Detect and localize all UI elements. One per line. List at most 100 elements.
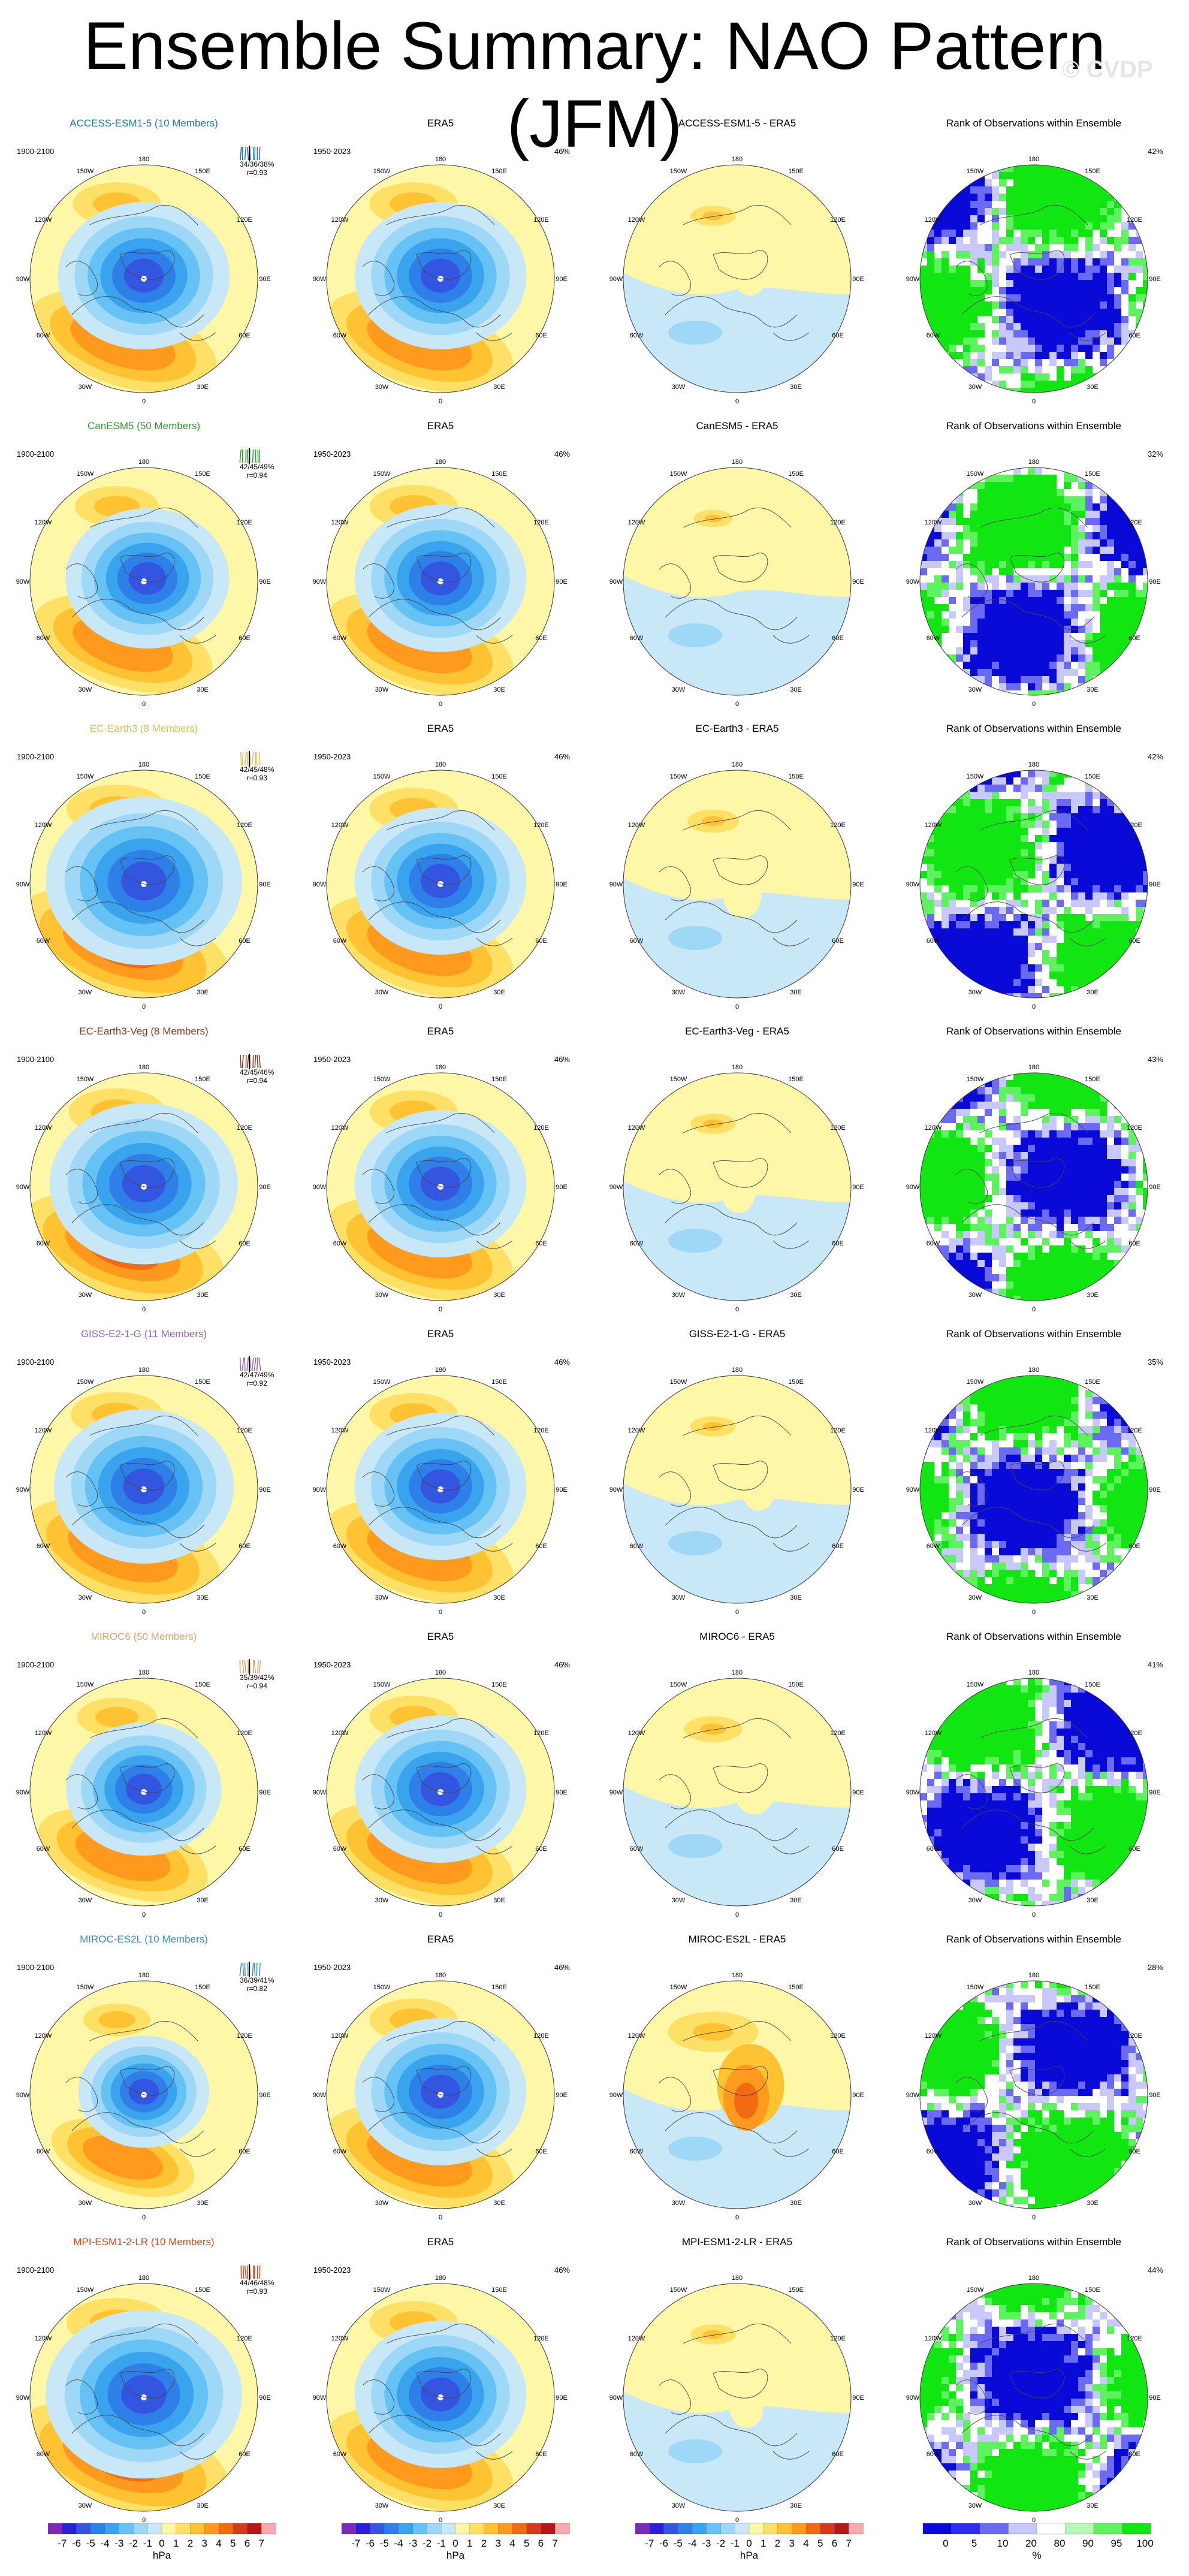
rank-cell — [1049, 1383, 1057, 1390]
rank-cell — [1107, 583, 1115, 590]
rank-cell — [1107, 921, 1115, 929]
rank-cell — [920, 251, 928, 259]
lon-label-b30w: 30W — [79, 686, 92, 693]
rank-cell — [970, 330, 978, 338]
rank-cell — [963, 1419, 971, 1426]
rank-cell — [1093, 662, 1100, 669]
rank-cell — [1085, 950, 1093, 958]
rank-cell — [1013, 813, 1021, 821]
rank-cell — [1064, 619, 1072, 626]
rank-cell — [1042, 611, 1050, 619]
rank-cell — [1035, 568, 1043, 576]
lon-label-bottom: 0 — [142, 398, 146, 405]
rank-cell — [1013, 208, 1021, 216]
lon-label-top: 180 — [1028, 459, 1039, 466]
rank-cell — [1021, 482, 1028, 490]
rank-cell — [1006, 828, 1014, 835]
rank-cell — [1143, 770, 1148, 778]
rank-cell — [977, 921, 985, 929]
rank-cell — [949, 972, 956, 979]
rank-cell — [1057, 251, 1064, 259]
rank-cell — [1143, 993, 1148, 998]
map-boundary — [29, 1072, 258, 1301]
rank-cell — [1028, 1188, 1036, 1196]
lon-label-b150e: 150E — [1085, 1076, 1100, 1083]
rank-cell — [1013, 597, 1021, 605]
rank-cell — [970, 828, 978, 835]
rank-cell — [1013, 1202, 1021, 1210]
rank-cell — [977, 1390, 985, 1398]
rank-cell — [1035, 856, 1043, 864]
rank-cell — [992, 222, 1000, 230]
rank-cell — [992, 251, 1000, 259]
rank-cell — [1021, 518, 1028, 526]
rank-cell — [1021, 222, 1028, 230]
rank-cell — [999, 489, 1007, 497]
lon-label-l60w: 60W — [927, 937, 940, 945]
rank-cell — [1006, 366, 1014, 374]
rank-cell — [985, 1376, 992, 1383]
rank-cell — [970, 1426, 978, 1434]
rank-cell — [999, 813, 1007, 821]
rank-cell — [1064, 1174, 1072, 1181]
rank-cell — [985, 1166, 992, 1174]
lon-label-l60w: 60W — [630, 937, 644, 945]
rank-cell — [1049, 871, 1057, 879]
rank-cell — [1121, 1080, 1129, 1088]
rank-cell — [985, 813, 992, 821]
rank-cell — [956, 1159, 964, 1167]
rank-cell — [1042, 1390, 1050, 1398]
rank-cell — [1107, 511, 1115, 518]
rank-cell — [949, 770, 956, 778]
rank-cell — [1028, 194, 1036, 201]
rank-cell — [1093, 583, 1100, 590]
rank-cell — [1100, 583, 1107, 590]
rank-cell — [1143, 1109, 1148, 1117]
rank-cell — [1100, 907, 1107, 915]
coastline — [665, 1204, 798, 1236]
rank-cell — [1057, 1195, 1064, 1203]
rank-cell — [941, 611, 949, 619]
rank-cell — [941, 864, 949, 871]
rank-cell — [1085, 266, 1093, 273]
lon-label-top: 180 — [435, 156, 446, 163]
rank-cell — [1121, 561, 1129, 569]
rank-cell — [1121, 251, 1129, 259]
rank-cell — [1057, 323, 1064, 331]
rank-cell — [1071, 287, 1079, 295]
rank-cell — [920, 568, 928, 576]
rank-pct: 43% — [1147, 1055, 1163, 1064]
rank-cell — [949, 928, 956, 936]
rank-cell — [1121, 633, 1129, 641]
obs-period: 1950-2023 — [313, 1055, 351, 1064]
rank-cell — [970, 611, 978, 619]
rank-cell — [941, 914, 949, 922]
rank-cell — [1042, 950, 1050, 958]
rank-cell — [1028, 301, 1036, 309]
rank-cell — [999, 626, 1007, 634]
rank-cell — [1013, 676, 1021, 684]
lon-label-top: 180 — [138, 1367, 149, 1374]
rank-cell — [1006, 1174, 1014, 1181]
rank-cell — [1057, 813, 1064, 821]
rank-cell — [1057, 856, 1064, 864]
rank-cell — [985, 237, 992, 245]
lon-label-top: 180 — [138, 156, 149, 163]
rank-cell — [992, 928, 1000, 936]
rank-cell — [985, 1130, 992, 1138]
rank-cell — [1143, 662, 1148, 669]
rank-cell — [1121, 864, 1129, 871]
rank-cell — [1114, 1217, 1122, 1224]
rank-cell — [1093, 871, 1100, 879]
rank-cell — [992, 1174, 1000, 1181]
rank-cell — [1071, 849, 1079, 857]
lon-label-r60e: 60E — [535, 1240, 547, 1247]
rank-cell — [1078, 194, 1086, 201]
rank-cell — [1100, 345, 1107, 352]
rank-cell — [985, 654, 992, 662]
rank-cell — [1100, 1181, 1107, 1189]
rank-cell — [977, 1245, 985, 1253]
rank-cell — [941, 1116, 949, 1124]
rank-cell — [1049, 1281, 1057, 1289]
model-period: 1900-2100 — [17, 752, 55, 761]
